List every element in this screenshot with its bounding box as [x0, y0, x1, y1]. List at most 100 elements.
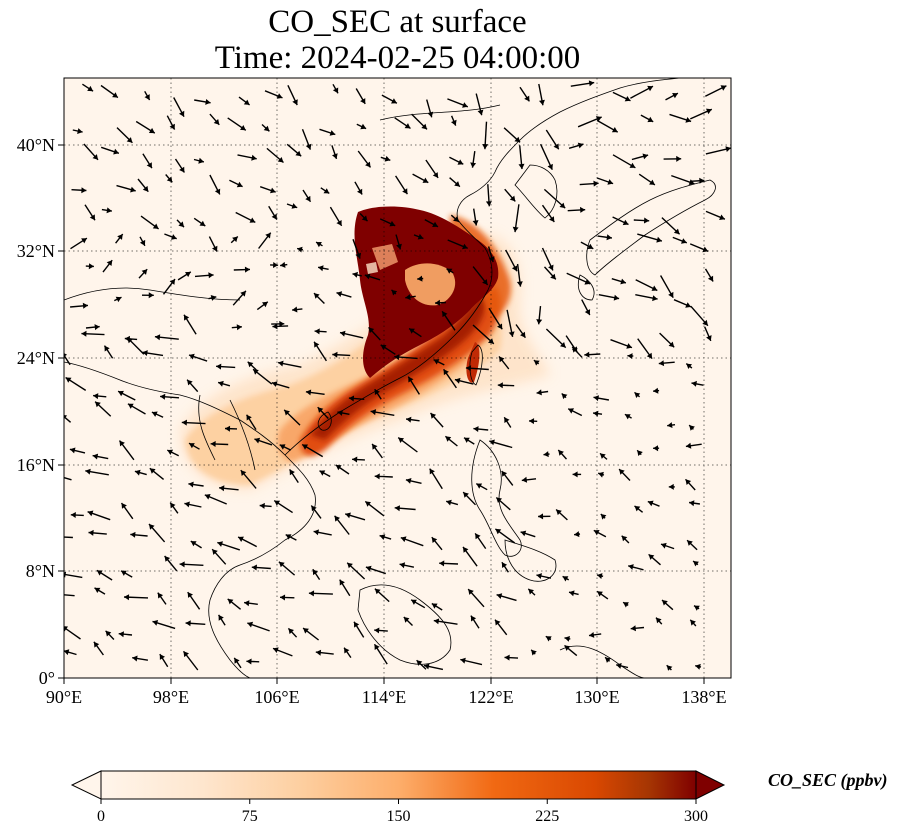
wind-arrow-shaft [64, 536, 73, 539]
wind-arrow-head [649, 179, 655, 185]
wind-arrow-head [106, 207, 112, 214]
wind-arrow-head [96, 570, 103, 576]
wind-arrow-head [152, 620, 159, 626]
wind-arrow-head [348, 395, 355, 402]
wind-arrow-head [246, 658, 252, 665]
wind-arrow-head [279, 444, 286, 450]
colorbar-tick-label: 300 [684, 808, 708, 825]
colorbar-gradient [101, 771, 696, 799]
wind-arrow-head [262, 301, 268, 308]
wind-arrow-head [210, 441, 216, 447]
wind-arrow-head [656, 236, 662, 243]
colorbar-tick-label: 225 [535, 808, 559, 825]
wind-arrow-head [288, 628, 294, 635]
wind-arrow-head [199, 220, 206, 226]
wind-arrow-head [424, 663, 430, 670]
wind-arrow-head [85, 468, 91, 475]
wind-arrow-head [647, 85, 653, 92]
wind-arrow-head [431, 603, 438, 609]
wind-arrow-head [213, 119, 220, 125]
wind-arrow-head [642, 153, 649, 160]
wind-arrow-head [344, 647, 350, 654]
wind-arrow-head [719, 214, 725, 220]
wind-arrow-head [336, 220, 342, 226]
wind-arrow-head [152, 223, 159, 229]
wind-arrow-head [217, 541, 223, 547]
wind-arrow-head [234, 657, 240, 664]
wind-arrow-head [509, 195, 516, 202]
wind-arrow-head [303, 628, 309, 634]
x-axis-ticks: 90°E 98°E 106°E 114°E 122°E 130°E 138°E [46, 678, 727, 707]
wind-arrow-head [278, 360, 284, 367]
wind-arrow-head [339, 579, 345, 586]
wind-arrow-head [439, 560, 445, 567]
wind-arrow-head [236, 181, 243, 188]
wind-arrow-head [520, 331, 526, 338]
wind-arrow-head [435, 299, 441, 306]
wind-arrow-head [584, 351, 590, 358]
wind-arrow-head [533, 360, 540, 366]
wind-arrow-head [374, 588, 381, 595]
wind-arrow-head [501, 471, 508, 477]
wind-arrow-head [529, 418, 535, 425]
wind-arrow-head [323, 188, 330, 194]
wind-arrow-head [568, 408, 574, 414]
wind-arrow-head [254, 437, 261, 444]
wind-arrow-shaft [64, 476, 72, 481]
wind-arrow-head [368, 327, 375, 334]
wind-arrow-head [648, 554, 655, 560]
wind-arrow-head [93, 393, 99, 400]
wind-arrow-head [276, 93, 283, 99]
wind-arrow-head [146, 162, 152, 169]
wind-arrow-head [89, 214, 95, 221]
wind-arrow-head [405, 478, 412, 484]
y-tick-label: 8°N [26, 561, 55, 581]
wind-arrow-head [236, 324, 242, 331]
wind-arrow-head [212, 245, 218, 252]
wind-arrow-head [653, 445, 659, 452]
wind-arrow-head [693, 561, 699, 567]
wind-arrow-head [274, 500, 281, 506]
wind-arrow-head [521, 476, 528, 483]
wind-arrow-head [337, 410, 343, 416]
wind-arrow-head [409, 328, 415, 334]
wind-arrow-head [139, 239, 146, 246]
wind-arrow-head [218, 380, 224, 387]
wind-arrow-head [347, 562, 353, 569]
wind-arrow-head [77, 128, 83, 134]
wind-arrow-head [187, 592, 193, 598]
x-tick-label: 138°E [681, 687, 726, 707]
wind-arrow-head [284, 409, 290, 416]
wind-arrow-head [411, 599, 417, 605]
wind-arrow-head [188, 481, 194, 488]
wind-arrow-head [361, 215, 368, 222]
wind-arrow-head [305, 389, 312, 396]
wind-arrow-head [689, 425, 695, 431]
wind-arrow-head [277, 157, 284, 163]
wind-arrow-head [244, 266, 250, 273]
wind-arrow-head [453, 216, 459, 222]
wind-arrow-head [442, 311, 448, 318]
x-tick-label: 90°E [46, 687, 82, 707]
wind-arrow-head [587, 243, 594, 249]
wind-arrow-head [81, 238, 87, 244]
wind-arrow-head [398, 437, 404, 443]
wind-arrow-head [149, 468, 156, 474]
wind-arrow-head [488, 256, 495, 263]
wind-arrow-head [668, 483, 674, 490]
wind-arrow-head [647, 500, 654, 507]
wind-arrow-head [148, 127, 155, 134]
wind-arrow-head [335, 465, 342, 471]
wind-arrow-head [88, 529, 94, 536]
wind-arrow-head [313, 529, 319, 536]
wind-arrow-head [593, 395, 599, 402]
wind-arrow-head [240, 290, 246, 297]
wind-arrow-head [667, 422, 673, 428]
wind-arrow-head [157, 592, 164, 599]
wind-arrow-head [445, 436, 452, 442]
wind-arrow-head [399, 562, 406, 569]
wind-arrow-head [629, 162, 636, 168]
wind-arrow-head [433, 359, 440, 365]
wind-arrow-head [171, 234, 177, 240]
wind-arrow-head [556, 509, 562, 516]
